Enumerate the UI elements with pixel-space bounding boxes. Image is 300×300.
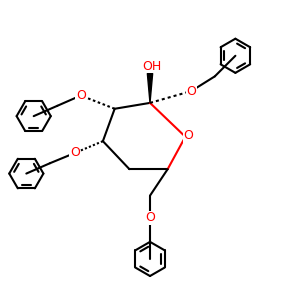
Text: O: O	[76, 89, 86, 102]
Text: O: O	[186, 85, 196, 98]
Text: O: O	[183, 129, 193, 142]
Text: O: O	[145, 211, 155, 224]
Text: OH: OH	[142, 60, 161, 73]
Text: O: O	[70, 146, 80, 159]
Polygon shape	[147, 74, 153, 103]
